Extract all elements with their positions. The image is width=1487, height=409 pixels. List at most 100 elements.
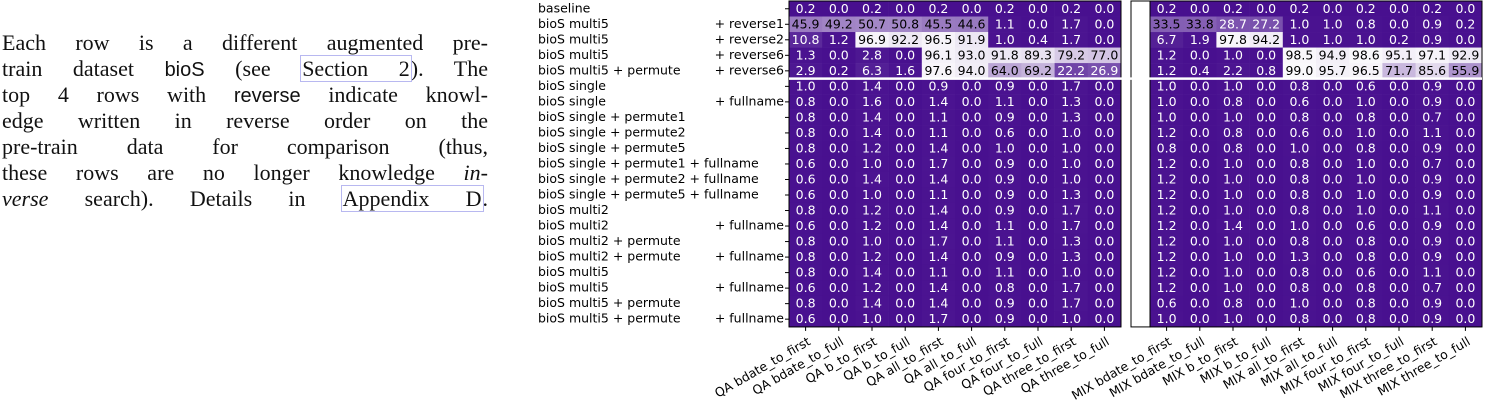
heatmap-cell: [1183, 109, 1217, 126]
heatmap-cell: [1282, 78, 1317, 95]
cell-label: 0.8: [1289, 171, 1309, 186]
cell-label: 0.0: [895, 311, 915, 326]
cell-label: 1.0: [1061, 265, 1081, 280]
heatmap-cell: [1382, 1, 1416, 17]
heatmap-cell: [955, 16, 989, 33]
heatmap-cell: [1054, 94, 1089, 110]
heatmap-cell: [1021, 202, 1055, 219]
cell-label: 6.3: [862, 63, 882, 78]
heatmap-cell: [1249, 16, 1284, 33]
heatmap-cell: [921, 202, 956, 219]
heatmap-cell: [1448, 295, 1483, 312]
heatmap-cell: [1054, 249, 1089, 266]
heatmap-cell: [1382, 249, 1416, 266]
cell-label: 0.0: [829, 94, 849, 109]
heatmap-cell: [888, 171, 923, 188]
heatmap-cell: [1415, 125, 1450, 141]
cell-label: 0.0: [962, 78, 982, 93]
cell-label: 1.2: [829, 32, 849, 47]
heatmap-cell: [921, 171, 956, 188]
heatmap-cell: [855, 94, 889, 110]
heatmap-cell: [1316, 233, 1350, 250]
cell-label: 0.0: [1094, 218, 1114, 233]
cell-label: 1.0: [1356, 203, 1376, 218]
cell-label: 0.0: [1389, 156, 1409, 171]
cell-label: 0.0: [1455, 265, 1475, 280]
text-run: bioS: [164, 59, 205, 81]
cell-label: 0.0: [1389, 16, 1409, 31]
heatmap-cell: [1349, 171, 1383, 188]
cell-label: 96.5: [1352, 63, 1380, 78]
cell-label: 0.0: [895, 265, 915, 280]
heatmap-cell: [1216, 218, 1250, 235]
heatmap-cell: [1183, 47, 1217, 64]
heatmap-cell: [1150, 16, 1184, 33]
heatmap-cell: [1282, 280, 1317, 297]
heatmap-cell: [1415, 249, 1450, 266]
heatmap-cell: [988, 187, 1022, 204]
heatmap-cell: [1183, 16, 1217, 33]
cell-label: 0.8: [1356, 249, 1376, 264]
cell-label: 0.0: [1190, 280, 1210, 295]
cell-label: 0.0: [1455, 140, 1475, 155]
heatmap-cell: [1249, 187, 1284, 204]
link[interactable]: Appendix D: [340, 185, 484, 212]
cell-label: 1.3: [1061, 187, 1081, 202]
cell-label: 0.0: [1094, 296, 1114, 311]
cell-label: 1.2: [862, 280, 882, 295]
heatmap-cell: [1216, 94, 1250, 110]
cell-label: 0.0: [1389, 140, 1409, 155]
heatmap-cell: [789, 140, 823, 157]
heatmap-cell: [1216, 156, 1250, 173]
heatmap-cell: [1282, 63, 1317, 79]
cell-label: 1.7: [1061, 218, 1081, 233]
cell-label: 0.0: [829, 156, 849, 171]
heatmap-cell: [1349, 63, 1383, 79]
cell-label: 1.0: [1323, 32, 1343, 47]
heatmap-cell: [822, 280, 856, 297]
heatmap-cell: [1216, 32, 1250, 48]
heatmap-cell: [1021, 187, 1055, 204]
gap-frame: [1130, 0, 1151, 328]
cell-label: 0.0: [1455, 218, 1475, 233]
heatmap-cell: [988, 249, 1022, 266]
heatmap-cell: [921, 32, 956, 48]
heatmap-cell: [1282, 233, 1317, 250]
cell-label: 0.0: [1256, 265, 1276, 280]
heatmap-cell: [1316, 187, 1350, 204]
heatmap-cell: [1150, 78, 1184, 95]
cell-label: 0.0: [1190, 78, 1210, 93]
heatmap-cell: [822, 16, 856, 33]
heatmap-cell: [1021, 218, 1055, 235]
heatmap-cell: [789, 280, 823, 297]
cell-label: 0.0: [1389, 187, 1409, 202]
text-run: top 4 rows with: [2, 82, 234, 107]
heatmap-cell: [1150, 32, 1184, 48]
link[interactable]: Section 2: [300, 55, 412, 82]
heatmap-cell: [1249, 264, 1284, 281]
cell-label: 0.0: [1455, 311, 1475, 326]
cell-label: 0.8: [1356, 16, 1376, 31]
cell-label: 0.6: [1157, 296, 1177, 311]
cell-label: 0.2: [1422, 1, 1442, 16]
heatmap-cell: [1183, 94, 1217, 110]
row-label-suffix: + fullname: [715, 93, 784, 108]
cell-label: 0.9: [1422, 296, 1442, 311]
cell-label: 0.2: [928, 1, 948, 16]
heatmap-cell: [1150, 249, 1184, 266]
row-label: bioS multi2: [538, 202, 609, 217]
cell-label: 0.9: [1422, 234, 1442, 249]
cell-label: 91.9: [958, 32, 986, 47]
heatmap-cell: [1216, 125, 1250, 141]
heatmap-cell: [1216, 295, 1250, 312]
cell-label: 0.0: [829, 109, 849, 124]
cell-label: 1.4: [862, 171, 882, 186]
heatmap-cell: [1349, 187, 1383, 204]
row-label-suffix: + reverse6: [715, 62, 784, 77]
cell-label: 1.7: [1061, 296, 1081, 311]
cell-label: 1.4: [928, 94, 948, 109]
heatmap-cell: [988, 295, 1022, 312]
cell-label: 1.7: [928, 156, 948, 171]
cell-label: 0.0: [1190, 109, 1210, 124]
cell-label: 1.0: [1356, 156, 1376, 171]
